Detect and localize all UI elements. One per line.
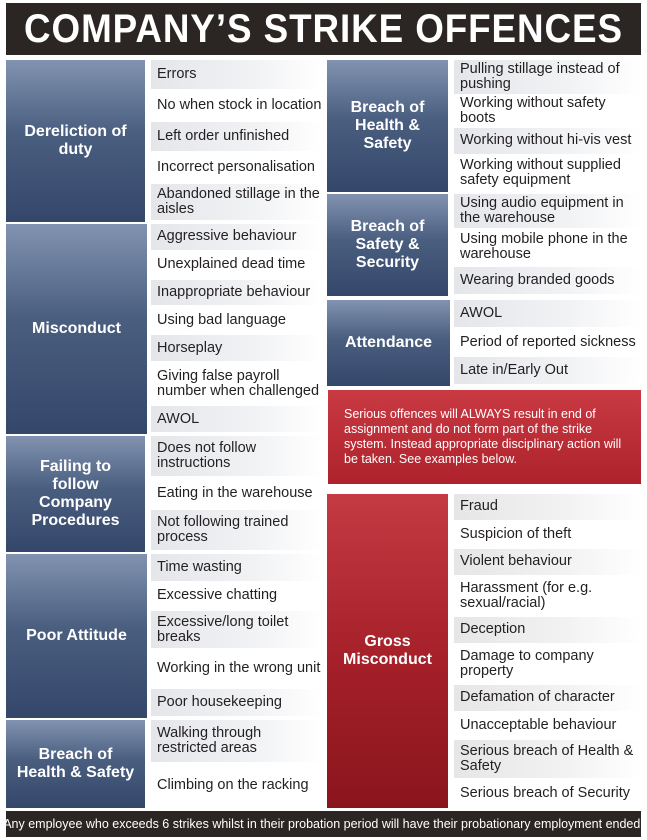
category-label: Dereliction of duty <box>6 60 147 222</box>
offence-item: Working without hi-vis vest <box>454 127 641 157</box>
offence-item: Errors <box>151 60 322 91</box>
offence-item: Using audio equipment in the warehouse <box>454 194 641 231</box>
offence-group-attitude: Poor Attitude Time wasting Excessive cha… <box>6 554 322 718</box>
offence-item: AWOL <box>151 406 322 435</box>
category-label: Poor Attitude <box>6 554 149 718</box>
offence-item: Excessive chatting <box>151 582 322 612</box>
offence-item: AWOL <box>454 300 641 329</box>
offence-item: Poor housekeeping <box>151 689 322 718</box>
offence-item: Eating in the warehouse <box>151 477 322 511</box>
offence-item: Giving false payroll number when challen… <box>151 362 322 407</box>
category-label: Breach of Safety & Security <box>327 194 450 296</box>
offence-item: Defamation of character <box>454 684 641 713</box>
category-label: Misconduct <box>6 224 149 434</box>
offence-item: Incorrect personalisation <box>151 152 322 184</box>
offence-item: Damage to company property <box>454 644 641 685</box>
offence-item: Period of reported sickness <box>454 328 641 358</box>
offence-item: Does not follow instructions <box>151 436 322 478</box>
offence-item: Excessive/long toilet breaks <box>151 611 322 651</box>
offence-item: Aggressive behaviour <box>151 224 322 252</box>
offence-item: Serious breach of Health & Safety <box>454 740 641 781</box>
offence-group-misconduct: Misconduct Aggressive behaviour Unexplai… <box>6 224 322 435</box>
page-title: COMPANY’S STRIKE OFFENCES <box>6 3 641 55</box>
category-label: Breach of Health & Safety <box>327 60 450 192</box>
offence-group-health-safety-left: Breach of Health & Safety Walking throug… <box>6 720 322 808</box>
offence-item: Working in the wrong unit <box>151 650 322 690</box>
offence-item: Late in/Early Out <box>454 357 641 387</box>
category-label: Failing to follow Company Procedures <box>6 436 147 552</box>
offence-item: Left order unfinished <box>151 121 322 153</box>
offence-item: Unacceptable behaviour <box>454 712 641 741</box>
offence-item: Deception <box>454 617 641 645</box>
offence-item: No when stock in location <box>151 90 322 122</box>
offence-item: Using bad language <box>151 307 322 336</box>
offence-group-health-safety-right: Breach of Health & Safety Pulling stilla… <box>327 60 641 192</box>
category-label: Breach of Health & Safety <box>6 720 147 808</box>
offence-item: Harassment (for e.g. sexual/racial) <box>454 576 641 618</box>
offence-item: Inappropriate behaviour <box>151 279 322 308</box>
offence-item: Using mobile phone in the warehouse <box>454 230 641 267</box>
offence-group-gross-misconduct: Gross Misconduct Fraud Suspicion of thef… <box>327 494 641 808</box>
offence-item: Serious breach of Security <box>454 780 641 808</box>
category-label: Gross Misconduct <box>327 494 450 808</box>
category-label: Attendance <box>327 300 452 386</box>
offence-item: Wearing branded goods <box>454 266 641 296</box>
offence-group-safety-security: Breach of Safety & Security Using audio … <box>327 194 641 296</box>
offence-item: Unexplained dead time <box>151 251 322 280</box>
offence-item: Walking through restricted areas <box>151 720 322 764</box>
offence-item: Suspicion of theft <box>454 521 641 550</box>
offence-group-attendance: Attendance AWOL Period of reported sickn… <box>327 300 641 387</box>
offence-item: Not following trained process <box>151 510 322 552</box>
offence-group-dereliction: Dereliction of duty Errors No when stock… <box>6 60 322 222</box>
offence-item: Climbing on the racking <box>151 764 322 808</box>
offence-item: Time wasting <box>151 554 322 583</box>
offence-item: Violent behaviour <box>454 549 641 577</box>
probation-footer: Any employee who exceeds 6 strikes whils… <box>3 811 644 837</box>
offence-group-procedures: Failing to follow Company Procedures Doe… <box>6 436 322 552</box>
offence-item: Working without safety boots <box>454 95 641 128</box>
offence-item: Abandoned stillage in the aisles <box>151 183 322 222</box>
offence-item: Fraud <box>454 494 641 522</box>
offence-item: Horseplay <box>151 335 322 363</box>
offence-item: Pulling stillage instead of pushing <box>454 60 641 96</box>
serious-offence-notice: Serious offences will ALWAYS result in e… <box>328 390 641 484</box>
offence-item: Working without supplied safety equipmen… <box>454 156 641 192</box>
